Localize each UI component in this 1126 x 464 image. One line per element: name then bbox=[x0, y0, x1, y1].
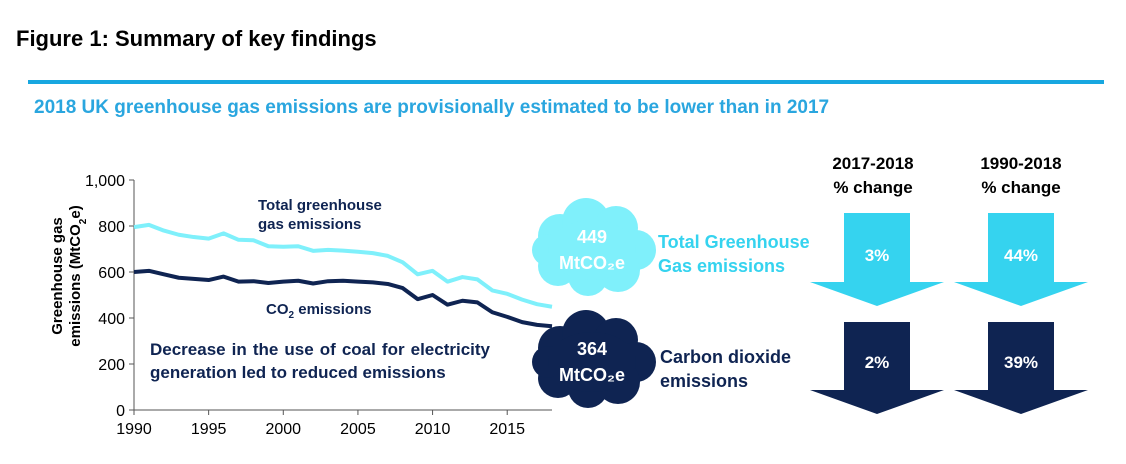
y-tick-label: 600 bbox=[98, 265, 125, 282]
y-axis-label-end: e) bbox=[67, 205, 84, 218]
ghg-change-2017-2018: 3% bbox=[864, 246, 890, 265]
co2-arrow-1990-2018 bbox=[954, 322, 1088, 414]
co2-change-2017-2018: 2% bbox=[864, 353, 890, 372]
co2-total-label: Carbon dioxide emissions bbox=[660, 345, 791, 393]
co2-series-label: CO2 emissions bbox=[266, 300, 372, 325]
column-header-2017-2018: 2017-2018 % change bbox=[808, 152, 938, 200]
title-rule bbox=[28, 80, 1104, 84]
ghg-cloud-text: 449 MtCO₂e bbox=[548, 224, 636, 276]
co2-series-label-suffix: emissions bbox=[294, 301, 372, 318]
x-tick-label: 1990 bbox=[116, 421, 152, 438]
ghg-total-label-line1: Total Greenhouse bbox=[658, 232, 810, 252]
co2-cloud-unit: MtCO₂e bbox=[559, 365, 625, 385]
column-header-2017-2018-line1: 2017-2018 bbox=[832, 154, 914, 173]
ghg-arrow-1990-2018 bbox=[954, 213, 1088, 306]
y-axis-label-line2-main: emissions (MtCO bbox=[67, 224, 84, 347]
y-tick-label: 800 bbox=[98, 219, 125, 236]
x-tick-label: 2015 bbox=[489, 421, 525, 438]
co2-total-label-line2: emissions bbox=[660, 371, 749, 391]
x-tick-label: 2005 bbox=[340, 421, 376, 438]
chart-subtitle: 2018 UK greenhouse gas emissions are pro… bbox=[34, 97, 830, 118]
y-axis-label-line1: Greenhouse gas bbox=[49, 217, 66, 335]
ghg-total-label: Total Greenhouse Gas emissions bbox=[658, 230, 810, 278]
x-tick-label: 2010 bbox=[415, 421, 451, 438]
y-tick-label: 200 bbox=[98, 357, 125, 374]
chart-series bbox=[133, 222, 553, 329]
column-header-1990-2018-line2: % change bbox=[981, 178, 1061, 197]
ghg-series-label-line2: gas emissions bbox=[258, 216, 362, 233]
ghg-series-label: Total greenhouse gas emissions bbox=[258, 196, 382, 234]
chart-annotation: Decrease in the use of coal for electric… bbox=[150, 340, 490, 382]
y-tick-label: 0 bbox=[116, 403, 125, 420]
co2-cloud-text: 364 MtCO₂e bbox=[548, 336, 636, 388]
chart-axes: 0 200 400 600 800 1,000 1990 1995 2000 2005 2010 20… bbox=[85, 173, 552, 438]
ghg-series-label-line1: Total greenhouse bbox=[258, 197, 382, 214]
ghg-cloud bbox=[532, 198, 656, 296]
column-header-1990-2018: 1990-2018 % change bbox=[956, 152, 1086, 200]
co2-series-label-sub: 2 bbox=[288, 310, 295, 321]
y-axis-label-sub: 2 bbox=[78, 218, 89, 224]
co2-change-1990-2018: 39% bbox=[1003, 353, 1039, 372]
ghg-cloud-unit: MtCO₂e bbox=[559, 253, 625, 273]
figure-title: Figure 1: Summary of key findings bbox=[16, 26, 377, 51]
column-header-2017-2018-line2: % change bbox=[833, 178, 913, 197]
ghg-series-line bbox=[133, 222, 553, 309]
y-axis-label: Greenhouse gas emissions (MtCO2e) bbox=[49, 205, 89, 346]
x-tick-label: 2000 bbox=[265, 421, 301, 438]
y-tick-label: 1,000 bbox=[85, 173, 125, 190]
co2-cloud bbox=[532, 310, 656, 408]
ghg-arrow-2017-2018 bbox=[810, 213, 944, 306]
co2-series-label-prefix: CO bbox=[266, 301, 289, 318]
co2-total-label-line1: Carbon dioxide bbox=[660, 347, 792, 367]
co2-series-line bbox=[133, 268, 553, 329]
co2-arrow-2017-2018 bbox=[810, 322, 944, 414]
column-header-1990-2018-line1: 1990-2018 bbox=[980, 154, 1062, 173]
ghg-total-label-line2: Gas emissions bbox=[658, 256, 786, 276]
ghg-change-1990-2018: 44% bbox=[1003, 246, 1039, 265]
y-tick-label: 400 bbox=[98, 311, 125, 328]
y-axis-label-line2: emissions (MtCO2e) bbox=[67, 205, 89, 346]
co2-cloud-value: 364 bbox=[576, 339, 608, 359]
ghg-cloud-value: 449 bbox=[576, 227, 608, 247]
x-tick-label: 1995 bbox=[191, 421, 227, 438]
